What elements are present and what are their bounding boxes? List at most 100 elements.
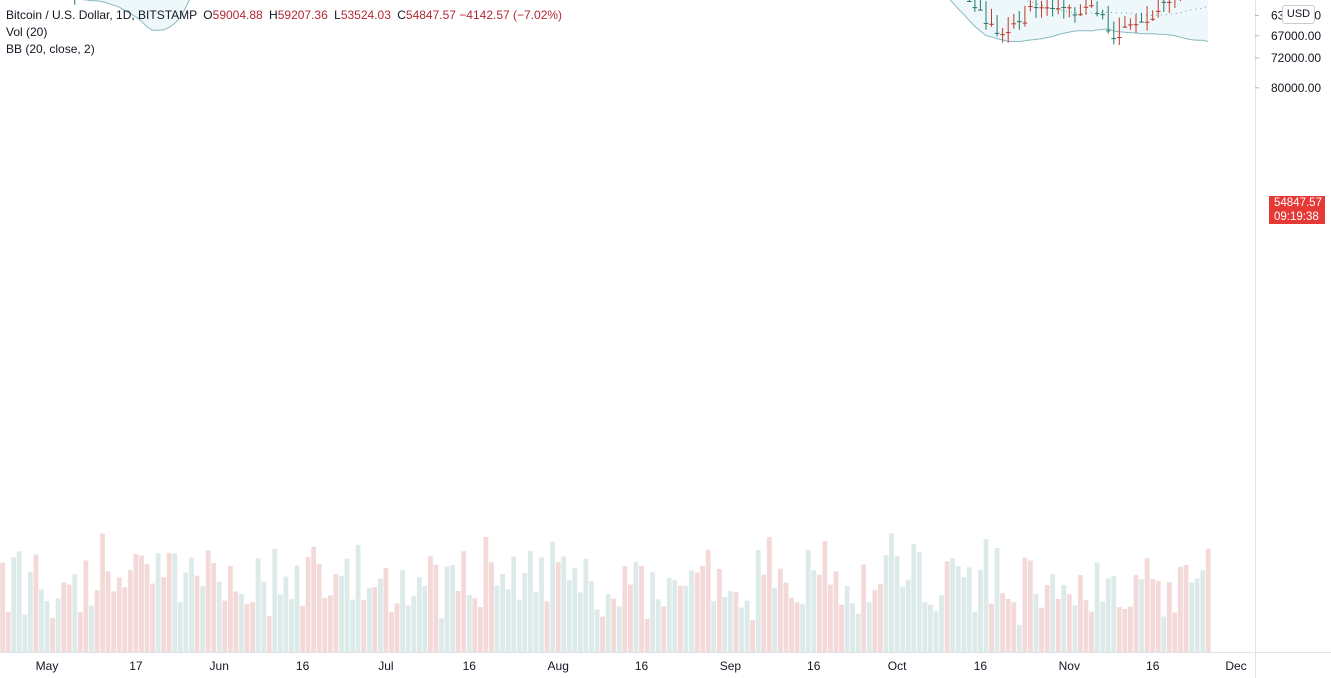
candle[interactable]: [1061, 0, 1067, 19]
volume-bar: [1133, 574, 1139, 652]
volume-bar: [155, 553, 161, 652]
time-axis[interactable]: May 17 Jun 16 Jul 16 Aug 16 Sep 16 Oct 16 Nov 16 Dec: [36, 659, 1247, 673]
candle[interactable]: [1128, 18, 1133, 30]
volume-bar: [450, 564, 455, 652]
volume-bar: [1011, 602, 1017, 652]
currency-button[interactable]: USD: [1282, 5, 1315, 24]
bb-indicator-label[interactable]: BB (20, close, 2): [6, 42, 95, 56]
candle[interactable]: [1089, 0, 1094, 8]
volume-bar: [200, 586, 205, 652]
volume-bar: [44, 601, 50, 652]
volume-bar: [50, 617, 55, 652]
candle-body: [1022, 22, 1028, 24]
volume-bar: [522, 573, 528, 652]
candle-body: [1011, 23, 1017, 25]
volume-bar: [1078, 575, 1083, 652]
candle[interactable]: [1050, 0, 1055, 17]
candle[interactable]: [978, 0, 983, 11]
candle-body: [1167, 1, 1172, 3]
volume-bar: [578, 592, 583, 652]
candle[interactable]: [1111, 21, 1117, 45]
candle-body: [1039, 7, 1044, 9]
volume-bar: [783, 582, 789, 652]
candle[interactable]: [1100, 9, 1105, 20]
legend-change: −4142.57 (−7.02%): [459, 8, 563, 22]
candle[interactable]: [1072, 7, 1078, 23]
volume-bar: [628, 584, 633, 652]
legend-title: Bitcoin / U.S. Dollar, 1D, BITSTAMP: [6, 8, 197, 22]
volume-bar: [250, 602, 255, 652]
candle[interactable]: [1044, 0, 1050, 16]
volume-bar: [1139, 579, 1144, 652]
volume-bar: [483, 537, 489, 652]
volume-bar: [366, 588, 372, 652]
candle[interactable]: [1167, 0, 1172, 13]
candle[interactable]: [972, 0, 978, 12]
legend-symbol-row[interactable]: Bitcoin / U.S. Dollar, 1D, BITSTAMP O590…: [6, 7, 562, 24]
candles-layer: [74, 0, 1181, 46]
candle-body: [1044, 7, 1050, 9]
volume-bar: [222, 600, 228, 652]
volume-bar: [844, 586, 850, 652]
volume-bar: [255, 558, 261, 652]
candle[interactable]: [1022, 5, 1028, 27]
candle[interactable]: [1000, 28, 1005, 43]
volume-bar: [100, 533, 105, 652]
candle[interactable]: [1083, 0, 1089, 15]
candle[interactable]: [1028, 0, 1033, 12]
volume-bar: [961, 577, 967, 652]
candle[interactable]: [1139, 12, 1144, 23]
volume-bar: [861, 564, 867, 652]
candle[interactable]: [989, 8, 994, 27]
candle[interactable]: [983, 1, 989, 30]
candle[interactable]: [1173, 0, 1178, 8]
candle[interactable]: [994, 15, 1000, 37]
volume-bar: [77, 612, 83, 652]
legend-high-label: H: [269, 8, 278, 22]
volume-bar: [394, 603, 400, 652]
volume-bar: [127, 569, 133, 652]
volume-bar: [311, 546, 317, 652]
time-tick-label: 16: [296, 659, 310, 673]
volume-bar: [1033, 593, 1039, 652]
candle-body: [1028, 6, 1033, 7]
volume-bar: [172, 553, 178, 652]
candle[interactable]: [1144, 6, 1150, 31]
candle[interactable]: [1011, 13, 1017, 29]
volume-bar: [1005, 598, 1011, 652]
candle[interactable]: [1067, 4, 1072, 18]
volume-bar: [994, 548, 1000, 652]
volume-bar: [983, 539, 989, 652]
candle[interactable]: [1105, 5, 1111, 34]
candle[interactable]: [967, 0, 972, 2]
candle[interactable]: [1161, 0, 1167, 12]
candle[interactable]: [1055, 0, 1061, 15]
volume-bar: [389, 611, 394, 652]
volume-bar: [511, 556, 517, 652]
legend-close: 54847.57: [405, 8, 456, 22]
candle[interactable]: [1133, 13, 1139, 33]
candle[interactable]: [1005, 17, 1011, 43]
candle[interactable]: [1117, 17, 1122, 46]
candle[interactable]: [1122, 16, 1128, 28]
candle[interactable]: [1039, 0, 1044, 18]
candle[interactable]: [1078, 4, 1083, 16]
volume-bar: [966, 567, 972, 652]
time-tick-label: 16: [635, 659, 649, 673]
candle[interactable]: [1150, 10, 1155, 21]
volume-bar: [516, 599, 522, 652]
volume-bar: [39, 589, 44, 652]
volume-bar: [933, 611, 939, 652]
volume-bar: [766, 537, 772, 652]
candle[interactable]: [1017, 11, 1022, 30]
candle[interactable]: [1033, 0, 1039, 18]
volume-bar: [500, 574, 505, 652]
volume-bar: [622, 566, 628, 652]
volume-bar: [905, 579, 911, 652]
candle[interactable]: [1094, 1, 1100, 17]
volume-indicator-label[interactable]: Vol (20): [6, 25, 48, 39]
volume-bar: [828, 584, 833, 652]
volume-bar: [0, 562, 6, 652]
candle[interactable]: [1155, 0, 1161, 18]
